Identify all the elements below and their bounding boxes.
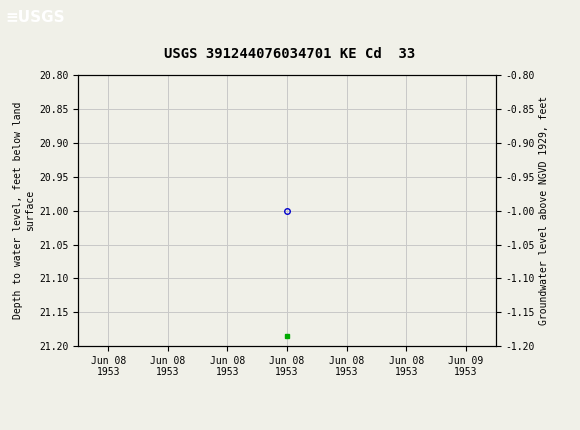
Text: ≡USGS: ≡USGS [6, 10, 66, 25]
Text: USGS 391244076034701 KE Cd  33: USGS 391244076034701 KE Cd 33 [164, 47, 416, 61]
Y-axis label: Depth to water level, feet below land
surface: Depth to water level, feet below land su… [13, 102, 35, 319]
Y-axis label: Groundwater level above NGVD 1929, feet: Groundwater level above NGVD 1929, feet [539, 96, 549, 325]
